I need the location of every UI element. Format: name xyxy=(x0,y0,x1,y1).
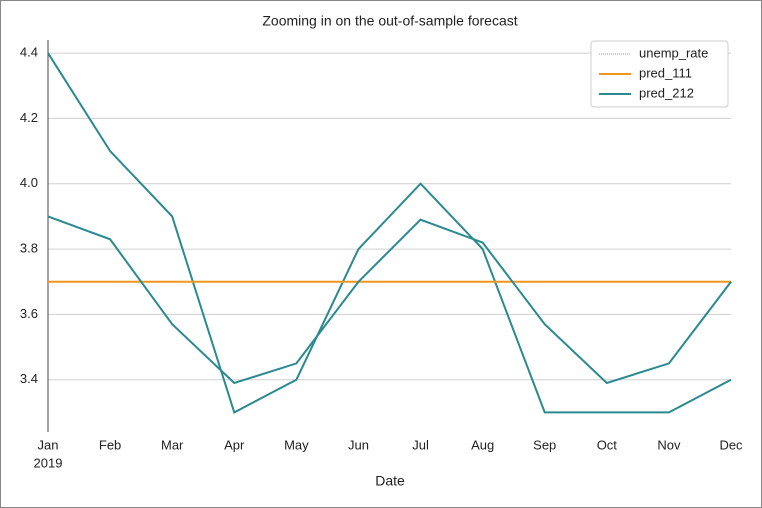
x-tick-label: Feb xyxy=(99,437,121,452)
line-series xyxy=(47,215,732,385)
legend-label: unemp_rate xyxy=(639,45,708,60)
y-tick-label: 3.6 xyxy=(20,306,38,321)
chart-title: Zooming in on the out-of-sample forecast xyxy=(262,13,517,29)
y-tick-label: 3.4 xyxy=(20,371,38,386)
x-tick-label: Nov xyxy=(657,437,681,452)
x-tick-label: Apr xyxy=(224,437,245,452)
x-tick-label: Dec xyxy=(719,437,743,452)
x-axis-label: Date xyxy=(375,473,405,489)
x-tick-label: Oct xyxy=(597,437,618,452)
y-tick-label: 4.2 xyxy=(20,110,38,125)
legend-label: pred_212 xyxy=(639,85,694,100)
y-tick-label: 4.4 xyxy=(20,45,38,60)
legend-label: pred_111 xyxy=(639,65,692,80)
x-tick-label: Jun xyxy=(348,437,369,452)
x-tick-label: Mar xyxy=(161,437,184,452)
line-series xyxy=(47,52,732,414)
legend-box xyxy=(590,40,729,108)
y-tick-label: 3.8 xyxy=(20,241,38,256)
x-year-label: 2019 xyxy=(34,455,63,470)
y-tick-label: 4.0 xyxy=(20,175,38,190)
x-tick-label: Jul xyxy=(412,437,429,452)
x-tick-label: Sep xyxy=(533,437,556,452)
x-tick-label: Aug xyxy=(471,437,494,452)
x-tick-label: May xyxy=(284,437,309,452)
x-tick-label: Jan xyxy=(38,437,59,452)
